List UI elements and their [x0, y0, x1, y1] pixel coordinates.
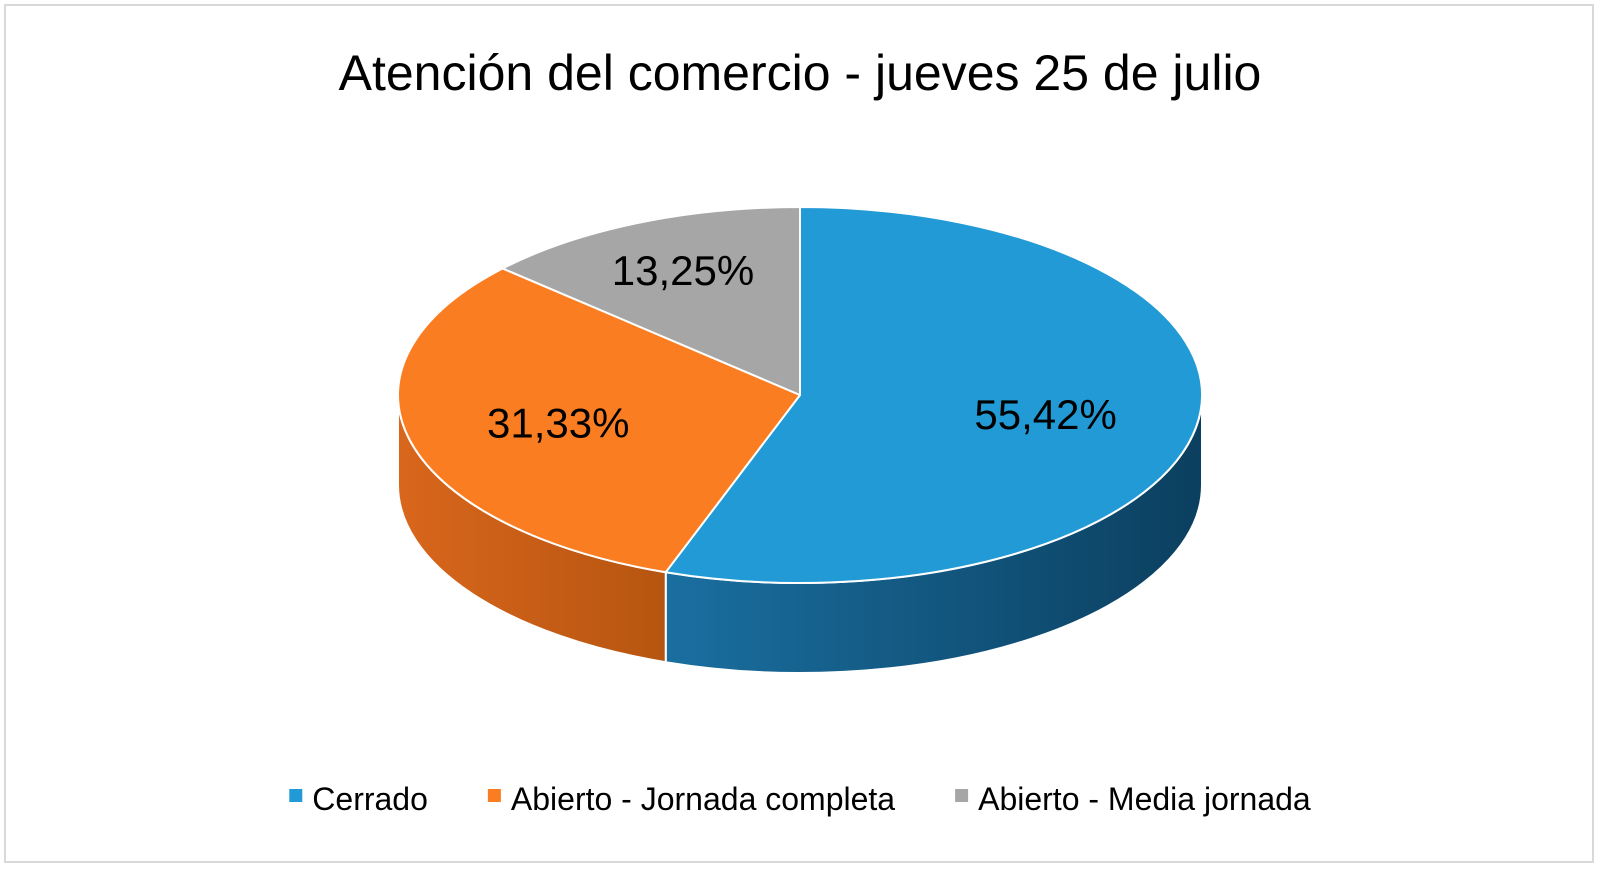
pie-slice-abierto-jornada-completa	[397, 267, 801, 574]
pie-tops	[397, 206, 1203, 584]
legend-item-abierto-media-jornada: Abierto - Media jornada	[955, 781, 1311, 817]
legend-label-abierto-media-jornada: Abierto - Media jornada	[978, 781, 1311, 817]
data-label-abierto-jornada-completa: 31,33%	[487, 399, 629, 446]
data-label-abierto-media-jornada: 13,25%	[612, 247, 754, 294]
legend-swatch-cerrado	[289, 789, 303, 802]
pie-slice-abierto-media-jornada	[501, 206, 801, 396]
legend: Cerrado Abierto - Jornada completa Abierto…	[289, 781, 1311, 817]
legend-label-cerrado: Cerrado	[312, 781, 428, 817]
legend-label-abierto-jornada-completa: Abierto - Jornada completa	[511, 781, 895, 817]
legend-swatch-abierto-jornada-completa	[487, 789, 501, 802]
legend-swatch-abierto-media-jornada	[955, 789, 969, 802]
data-label-cerrado: 55,42%	[974, 391, 1116, 438]
chart-title: Atención del comercio - jueves 25 de jul…	[339, 45, 1262, 101]
legend-item-abierto-jornada-completa: Abierto - Jornada completa	[487, 781, 895, 817]
pie-slice-cerrado	[664, 206, 1203, 584]
legend-item-cerrado: Cerrado	[289, 781, 428, 817]
pie-labels: 55,42% 31,33% 13,25%	[487, 247, 1117, 446]
